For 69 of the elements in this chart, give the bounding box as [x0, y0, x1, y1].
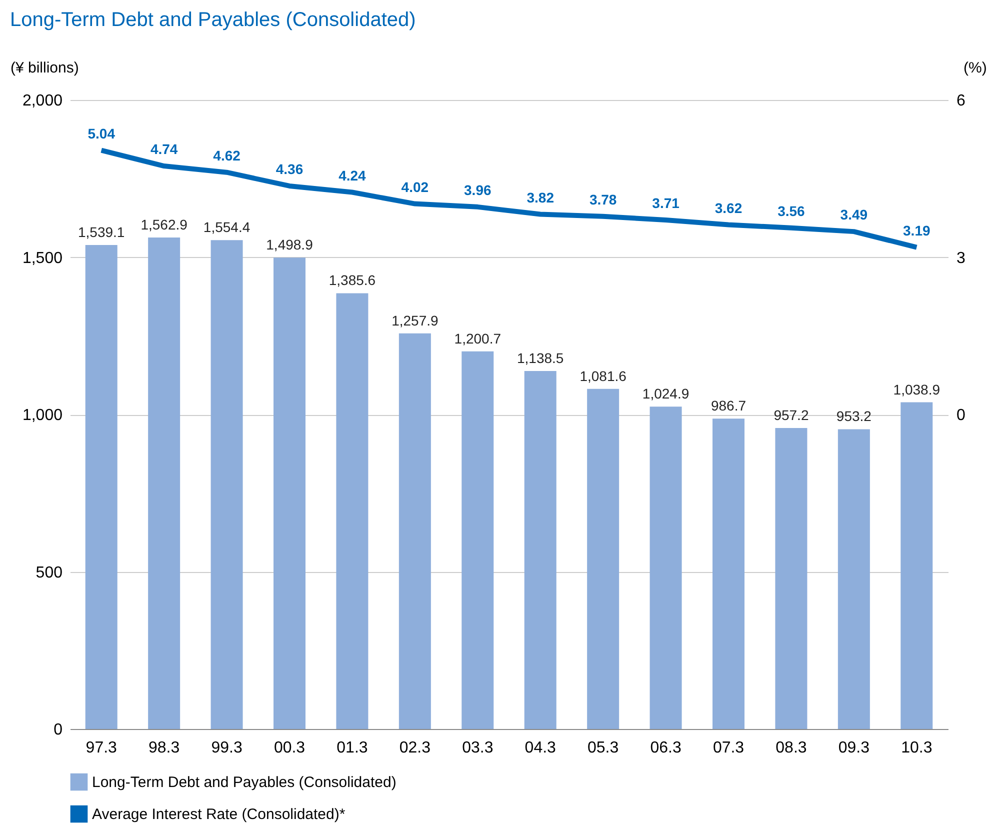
data-label: 953.2	[836, 408, 872, 424]
bar	[712, 418, 744, 729]
bar	[210, 240, 243, 729]
x-tick-label: 08.3	[776, 740, 807, 756]
legend-label: Long-Term Debt and Payables (Consolidated)	[92, 774, 396, 791]
bar	[274, 258, 306, 729]
bar	[900, 402, 933, 729]
x-tick-label: 03.3	[462, 740, 494, 756]
x-tick-label: 00.3	[274, 740, 306, 756]
x-tick-label: 97.3	[86, 740, 118, 756]
y-tick-label: 0	[54, 722, 63, 738]
y-tick-label: 2,000	[22, 92, 63, 110]
data-label: 1,038.9	[893, 381, 940, 398]
bar	[398, 333, 431, 729]
y-tick-label: 500	[36, 564, 63, 582]
data-label: 986.7	[710, 398, 746, 414]
data-label: 957.2	[774, 406, 809, 423]
y-axis-title: (¥ billions)	[10, 60, 79, 76]
data-label: 3.56	[778, 202, 806, 219]
y2-axis-title: (%)	[964, 60, 987, 76]
y-tick-label: 1,500	[22, 250, 63, 267]
data-label: 4.02	[401, 178, 429, 195]
x-tick-label: 07.3	[712, 740, 744, 756]
data-label: 1,539.1	[78, 224, 125, 240]
data-label: 3.78	[589, 191, 617, 208]
data-label: 1,138.5	[517, 350, 564, 366]
data-label: 1,562.9	[140, 216, 188, 232]
bar	[85, 244, 118, 729]
chart-title: Long-Term Debt and Payables (Consolidated)	[10, 9, 416, 31]
data-label: 1,024.9	[642, 386, 690, 402]
y2-tick-label: 3	[956, 250, 966, 267]
data-label: 1,257.9	[392, 312, 438, 328]
bar	[838, 429, 870, 729]
bar	[336, 293, 368, 729]
x-tick-label: 09.3	[838, 740, 870, 756]
data-label: 1,498.9	[266, 236, 314, 253]
x-tick-label: 99.3	[211, 740, 242, 756]
bar	[148, 237, 180, 729]
y-tick-label: 1,000	[22, 407, 63, 424]
data-label: 3.62	[714, 200, 742, 216]
y2-tick-label: 6	[956, 92, 966, 110]
data-label: 4.74	[150, 141, 178, 158]
data-label: 1,385.6	[328, 272, 376, 288]
data-label: 3.19	[903, 222, 930, 238]
data-label: 3.96	[464, 182, 492, 198]
data-label: 4.62	[213, 147, 241, 164]
bar	[524, 370, 556, 729]
data-label: 3.49	[840, 206, 868, 223]
y2-tick-label: 0	[956, 407, 966, 424]
bar	[650, 406, 682, 729]
x-tick-label: 10.3	[901, 740, 932, 756]
data-label: 5.04	[88, 125, 116, 142]
x-tick-label: 04.3	[524, 740, 556, 756]
data-label: 3.82	[526, 189, 554, 206]
data-label: 4.24	[338, 167, 366, 184]
data-label: 1,200.7	[454, 330, 502, 346]
x-tick-label: 05.3	[588, 740, 619, 756]
x-tick-label: 01.3	[336, 740, 368, 756]
bar	[775, 428, 808, 729]
legend-label: Average Interest Rate (Consolidated)*	[92, 806, 346, 823]
data-label: 1,554.4	[203, 219, 250, 236]
bar	[462, 351, 494, 729]
bar	[587, 388, 620, 729]
x-tick-label: 02.3	[399, 740, 431, 756]
data-label: 3.71	[652, 195, 680, 212]
x-tick-label: 98.3	[148, 740, 180, 756]
data-label: 1,081.6	[580, 368, 627, 384]
data-label: 4.36	[276, 160, 304, 177]
x-tick-label: 06.3	[650, 740, 682, 756]
